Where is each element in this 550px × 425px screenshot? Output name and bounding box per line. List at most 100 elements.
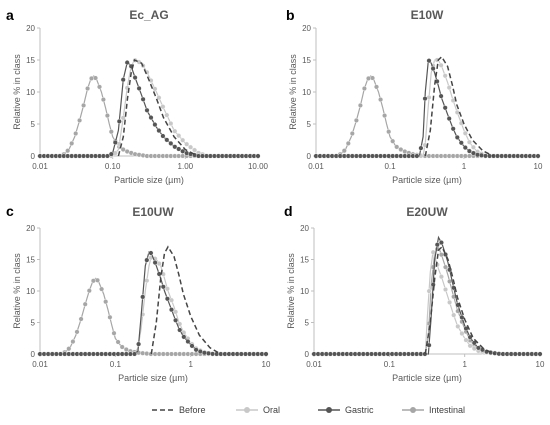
data-point-gastric [124,60,130,66]
x-tick-label: 0.10 [105,162,121,171]
data-point-oral [463,337,469,343]
data-point-gastric [160,284,166,290]
data-point-oral [120,115,126,121]
y-tick-label: 20 [26,224,35,233]
data-point-gastric [185,339,191,345]
data-point-gastric [164,296,170,302]
data-point-intestinal [70,339,76,345]
data-point-intestinal [349,130,355,136]
data-point-intestinal [193,351,199,357]
data-point-intestinal [100,97,106,103]
data-point-oral [176,133,182,139]
data-point-oral [152,86,158,92]
data-point-gastric [377,351,383,357]
data-point-gastric [467,334,473,340]
data-point-gastric [450,126,456,132]
data-point-gastric [168,140,174,146]
x-tick-label: 1 [462,360,467,369]
data-point-gastric [148,115,154,121]
data-point-intestinal [398,146,404,152]
data-point-intestinal [66,346,72,352]
data-point-intestinal [103,299,109,305]
data-point-intestinal [390,138,396,144]
panel-letter: c [6,203,14,219]
data-point-oral [156,261,162,267]
data-point-oral [156,95,162,101]
data-point-gastric [181,334,187,340]
data-point-gastric [144,257,150,263]
data-point-gastric [414,153,420,159]
data-point-oral [168,120,174,126]
data-point-intestinal [447,278,453,284]
data-point-oral [434,57,440,63]
chart-panel-d: d E20UW 0 5 10 15 20 0.01 0.1 1 10 Particle size (µ… [284,203,545,383]
data-point-gastric [177,327,183,333]
x-axis-label: Particle size (µm) [392,175,462,185]
data-point-oral [442,73,448,79]
data-point-gastric [430,66,436,72]
y-tick-label: 5 [31,120,36,129]
data-point-oral [466,139,472,145]
panel-title: E10W [411,8,444,22]
data-point-intestinal [378,97,384,103]
data-point-intestinal [77,117,83,123]
legend-marker-gastric [326,407,332,413]
data-point-intestinal [82,301,88,307]
data-point-intestinal [361,85,367,91]
data-point-intestinal [345,140,351,146]
data-point-intestinal [120,146,126,152]
data-point-gastric [418,145,424,151]
data-point-gastric [466,148,472,154]
data-point-intestinal [78,316,84,322]
data-point-gastric [144,107,150,113]
data-point-intestinal [92,75,98,81]
data-point-oral [447,299,453,305]
data-point-intestinal [107,314,113,320]
data-point-oral [467,343,473,349]
data-point-gastric [201,350,207,356]
data-point-oral [144,278,150,284]
y-tick-label: 0 [31,152,36,161]
data-point-oral [438,274,444,280]
y-axis-label: Relative % in class [288,54,298,130]
y-tick-label: 15 [26,256,35,265]
y-tick-label: 15 [302,56,311,65]
x-tick-label: 0.01 [32,162,48,171]
data-point-gastric [148,250,154,256]
y-tick-label: 20 [26,24,35,33]
data-point-intestinal [74,329,80,335]
data-point-oral [184,141,190,147]
data-point-gastric [492,350,498,356]
series-line-before [117,58,199,157]
data-point-intestinal [94,277,100,283]
data-point-gastric [140,96,146,102]
data-point-gastric [164,137,170,143]
data-point-intestinal [443,264,449,270]
data-point-intestinal [386,129,392,135]
data-point-gastric [263,351,269,357]
data-point-gastric [176,146,182,152]
x-tick-label: 1 [462,162,467,171]
data-point-gastric [152,260,158,266]
y-axis-label: Relative % in class [12,54,22,130]
panel-title: Ec_AG [129,8,168,22]
series-line-oral [314,251,540,355]
data-point-gastric [172,144,178,150]
legend-label-gastric: Gastric [345,405,374,415]
data-point-oral [188,144,194,150]
x-tick-label: 10 [262,360,271,369]
data-point-gastric [205,350,211,356]
data-point-gastric [535,153,541,159]
data-point-gastric [103,351,109,357]
panel-letter: a [6,7,14,23]
data-point-intestinal [374,84,380,90]
data-point-intestinal [370,75,376,81]
data-point-gastric [446,116,452,122]
data-point-gastric [255,153,261,159]
x-tick-label: 0.01 [306,360,322,369]
x-tick-label: 1 [188,360,193,369]
x-tick-label: 0.01 [308,162,324,171]
y-tick-label: 0 [307,152,312,161]
panel-title: E10UW [132,205,174,219]
y-tick-label: 10 [26,287,35,296]
